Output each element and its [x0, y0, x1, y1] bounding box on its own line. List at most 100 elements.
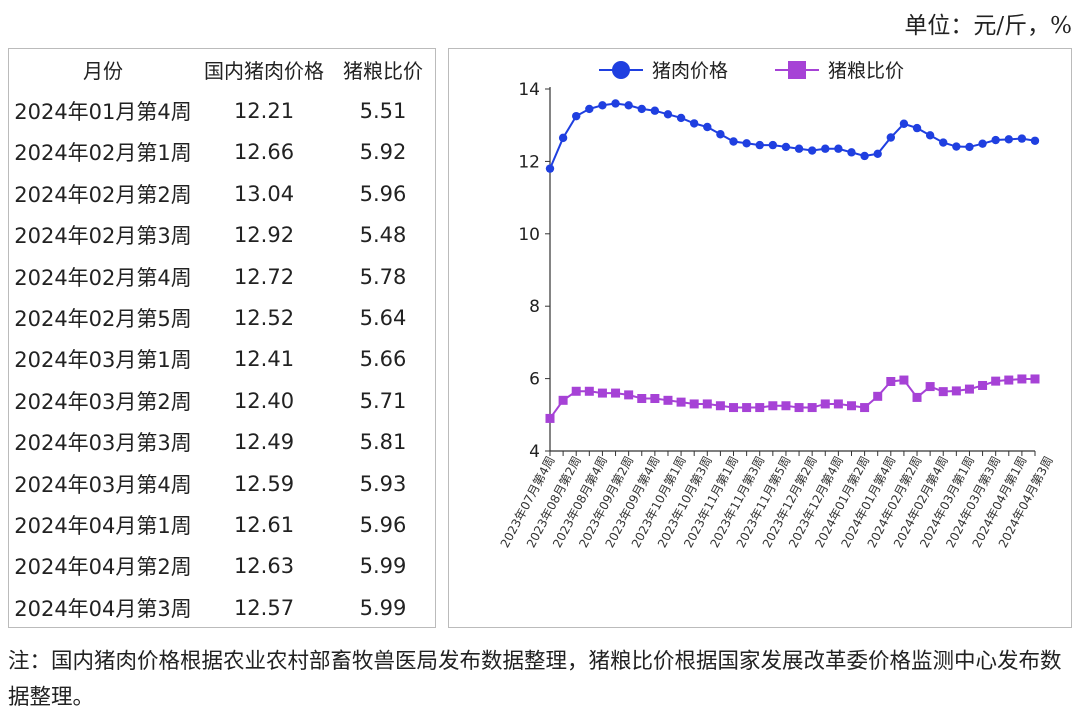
pork-price-point: [768, 140, 778, 150]
ratio-point: [991, 376, 1001, 386]
ratio-point: [545, 413, 555, 423]
ratio-point: [978, 380, 988, 390]
legend-marker-square: [788, 61, 806, 79]
cell-pork-price: 12.57: [233, 595, 295, 620]
cell-pork-price: 12.66: [233, 140, 295, 165]
ratio-point: [702, 399, 712, 409]
cell-pork-price: 12.52: [233, 306, 295, 331]
cell-month: 2024年02月第5周: [14, 307, 192, 332]
cell-pig-grain-ratio: 5.96: [359, 512, 407, 537]
table-row: 2024年03月第3周 12.49 5.81: [9, 422, 435, 463]
table-row: 2024年02月第1周 12.66 5.92: [9, 132, 435, 173]
cell-month: 2024年02月第1周: [14, 141, 192, 166]
pork-price-point: [755, 140, 764, 150]
ratio-point: [964, 384, 974, 394]
pork-price-point: [663, 110, 673, 119]
ratio-point: [676, 397, 686, 407]
cell-month: 2024年02月第4周: [14, 265, 192, 290]
cell-month: 2024年03月第3周: [14, 431, 192, 456]
pork-price-point: [965, 142, 974, 152]
ratio-point: [873, 391, 883, 401]
pork-price-point: [873, 149, 882, 158]
ratio-point: [768, 401, 778, 411]
ratio-point: [807, 403, 817, 413]
pork-price-point: [1004, 135, 1013, 144]
pork-price-point: [952, 142, 961, 151]
ratio-point: [938, 387, 948, 397]
pork-price-point: [781, 142, 791, 152]
cell-pig-grain-ratio: 5.93: [359, 471, 407, 496]
series-line-0: [549, 102, 1036, 170]
cell-pig-grain-ratio: 5.64: [359, 306, 407, 331]
cell-pig-grain-ratio: 5.66: [359, 347, 407, 372]
ratio-point: [571, 386, 581, 396]
cell-pig-grain-ratio: 5.81: [359, 430, 407, 455]
pork-price-point: [611, 99, 620, 108]
cell-month: 2024年02月第2周: [14, 182, 192, 207]
cell-pig-grain-ratio: 5.71: [359, 388, 407, 413]
legend-pig-grain-ratio: 猪粮比价: [828, 60, 904, 82]
table-row: 2024年02月第4周 12.72 5.78: [9, 256, 435, 297]
table-row: 2024年02月第5周 12.52 5.64: [9, 297, 435, 338]
cell-pig-grain-ratio: 5.99: [359, 595, 407, 620]
ratio-point: [951, 386, 961, 396]
chart-svg: 4681012142023年07月第4周2023年08月第2周2023年08月第…: [498, 60, 1056, 550]
cell-pork-price: 12.72: [233, 264, 295, 289]
cell-pig-grain-ratio: 5.48: [359, 223, 407, 248]
table-header-row: 月份 国内猪肉价格 猪粮比价: [9, 49, 435, 90]
y-tick-label: 12: [518, 152, 540, 172]
footnote: 注：国内猪肉价格根据农业农村部畜牧兽医局发布数据整理，猪粮比价根据国家发展改革委…: [8, 649, 1062, 710]
pork-price-point: [925, 131, 935, 140]
line-chart: 4 6 8 10 12 14 2023年07月第4周 2023年08月第2周 2023年08月第…: [448, 48, 1072, 628]
ratio-point: [637, 394, 647, 404]
pork-price-point: [585, 104, 594, 114]
cell-pork-price: 12.92: [233, 223, 295, 248]
pork-price-point: [703, 122, 712, 132]
y-tick-label: 8: [529, 297, 540, 317]
ratio-point: [742, 403, 752, 413]
pork-price-point: [834, 144, 843, 153]
pork-price-point: [939, 138, 948, 147]
pork-price-point: [1030, 136, 1040, 145]
table-row: 2024年04月第1周 12.61 5.96: [9, 504, 435, 545]
price-table: 月份 国内猪肉价格 猪粮比价 2024年01月第4周 12.21 5.51 2024年…: [8, 48, 436, 628]
cell-month: 2024年03月第2周: [14, 389, 192, 414]
pork-price-point: [637, 104, 646, 114]
cell-month: 2024年04月第3周: [14, 596, 192, 621]
ratio-point: [611, 388, 621, 398]
pork-price-point: [978, 139, 987, 148]
pork-price-point: [716, 130, 725, 139]
ratio-point: [1017, 374, 1027, 384]
cell-month: 2024年03月第4周: [14, 472, 192, 497]
cell-pig-grain-ratio: 5.78: [359, 264, 407, 289]
pork-price-point: [794, 144, 804, 153]
ratio-point: [558, 395, 568, 405]
ratio-point: [624, 390, 634, 400]
series-line-1: [549, 377, 1035, 420]
ratio-point: [833, 399, 843, 409]
ratio-point: [794, 403, 804, 413]
pork-price-point: [676, 113, 686, 123]
ratio-point: [846, 401, 856, 411]
cell-pork-price: 12.49: [233, 430, 295, 455]
cell-month: 2024年01月第4周: [14, 100, 192, 125]
header-month: 月份: [83, 59, 123, 84]
cell-pig-grain-ratio: 5.51: [359, 99, 407, 124]
pork-price-point: [572, 111, 581, 121]
pork-price-point: [886, 133, 896, 142]
ratio-point: [584, 386, 594, 396]
pork-price-point: [991, 135, 1000, 145]
table-row: 2024年03月第2周 12.40 5.71: [9, 380, 435, 421]
legend-marker-circle: [612, 61, 630, 79]
legend-pork-price: 猪肉价格: [652, 60, 728, 82]
cell-month: 2024年02月第3周: [14, 224, 192, 249]
cell-pork-price: 12.59: [233, 471, 295, 496]
pork-price-point: [807, 146, 817, 155]
cell-pork-price: 12.41: [233, 347, 295, 372]
pork-price-point: [598, 101, 607, 110]
cell-month: 2024年03月第1周: [14, 348, 192, 373]
pork-price-point: [742, 139, 751, 148]
pork-price-point: [847, 148, 856, 157]
pork-price-point: [821, 144, 830, 153]
unit-label: 单位：元/斤，%: [904, 13, 1072, 39]
